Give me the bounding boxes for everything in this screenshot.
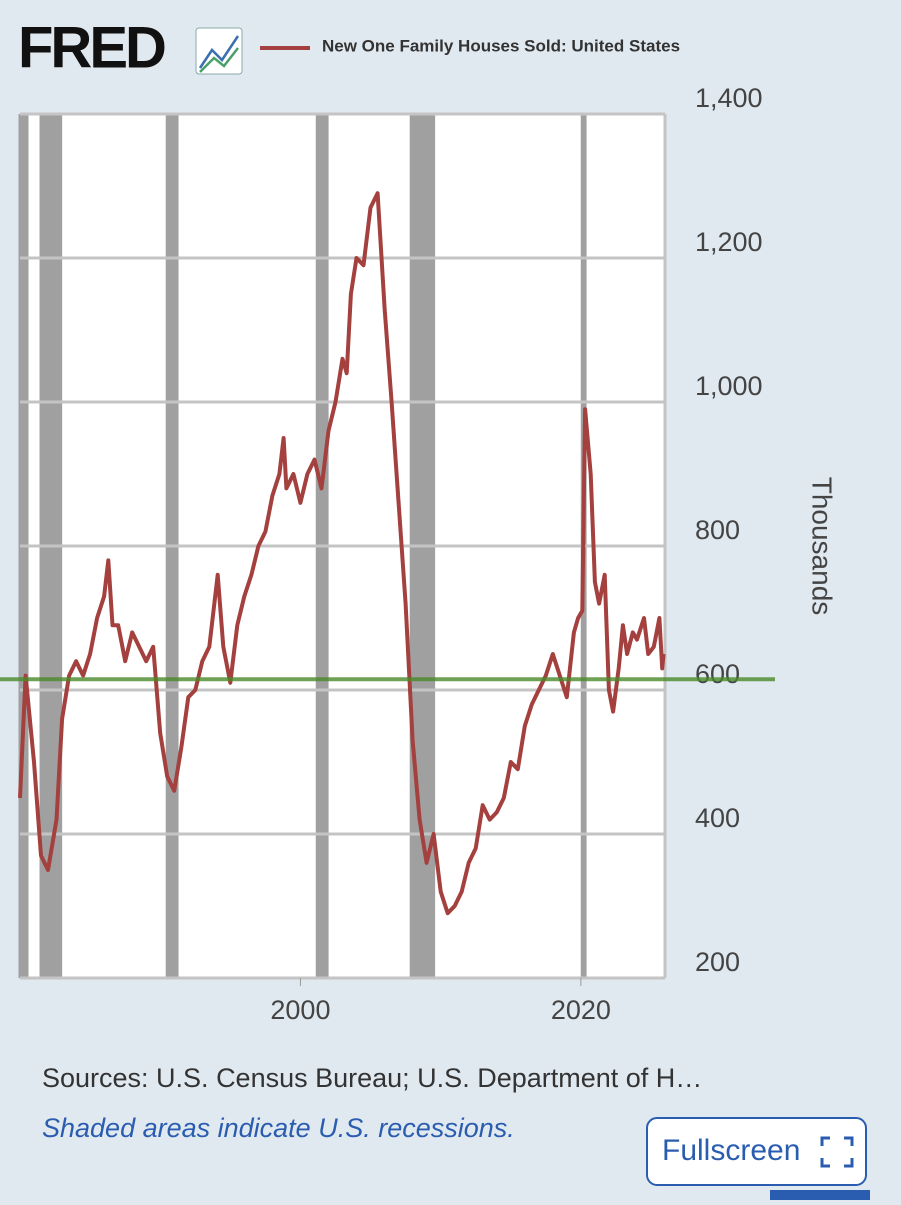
button-label[interactable]: Fullscreen [662, 1134, 800, 1167]
x-tick-label: 2020 [551, 995, 611, 1025]
y-tick-label: 1,200 [695, 227, 763, 257]
x-tick-label: 2000 [270, 995, 330, 1025]
y-tick-label: 400 [695, 803, 740, 833]
legend-label: New One Family Houses Sold: United State… [322, 36, 680, 55]
bottom-tab [770, 1190, 870, 1200]
y-tick-label: 1,000 [695, 371, 763, 401]
logo: FRED [18, 15, 165, 80]
logo-icon [195, 27, 243, 75]
y-tick-label: 200 [695, 947, 740, 977]
note[interactable]: Shaded areas indicate U.S. recessions. [42, 1113, 515, 1143]
y-tick-label: 1,400 [695, 83, 763, 113]
sources: Sources: U.S. Census Bureau; U.S. Depart… [42, 1063, 702, 1093]
y-tick-label: 800 [695, 515, 740, 545]
button-icon[interactable] [820, 1136, 854, 1168]
series-line [18, 191, 666, 916]
fullscreen-button[interactable]: Fullscreen [646, 1117, 867, 1186]
y-axis-label: Thousands [807, 477, 838, 616]
button-box[interactable] [646, 1117, 867, 1186]
y-tick-label: 600 [695, 659, 740, 689]
